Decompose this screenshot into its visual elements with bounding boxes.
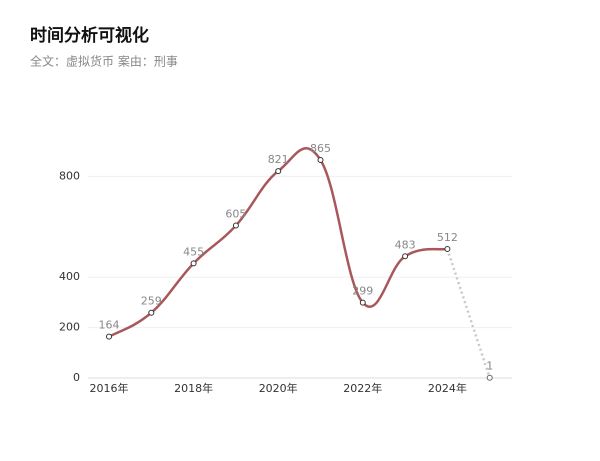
chart-subtitle: 全文：虚拟货币 案由：刑事 [30,54,178,69]
value-label: 512 [437,231,458,244]
value-label: 455 [183,245,204,258]
point [148,309,155,316]
x-tick-label: 2022年 [343,381,382,395]
value-label: 299 [352,285,373,298]
y-tick-label: 400 [59,270,80,283]
value-label: 259 [141,295,162,308]
point [402,253,409,260]
value-label: 865 [310,142,331,155]
point [359,299,366,306]
y-tick-label: 0 [73,371,80,384]
point [486,374,493,381]
x-tick-label: 2018年 [174,381,213,395]
point [444,245,451,252]
point [106,333,112,340]
value-label: 1 [486,360,493,373]
point [232,222,239,229]
y-tick-label: 800 [59,169,80,182]
value-label: 605 [225,208,246,221]
x-tick-label: 2020年 [259,381,298,395]
point [317,157,324,164]
x-tick-label: 2024年 [428,381,467,395]
line [108,147,448,338]
point [190,260,197,267]
x-tick-label: 2016年 [90,381,129,395]
y-tick-label: 200 [59,321,80,334]
chart-title: 时间分析可视化 [30,25,149,46]
line-tail [446,248,491,379]
value-label: 821 [268,153,289,166]
value-label: 483 [395,238,416,251]
value-label: 164 [99,319,120,332]
point [275,168,282,175]
